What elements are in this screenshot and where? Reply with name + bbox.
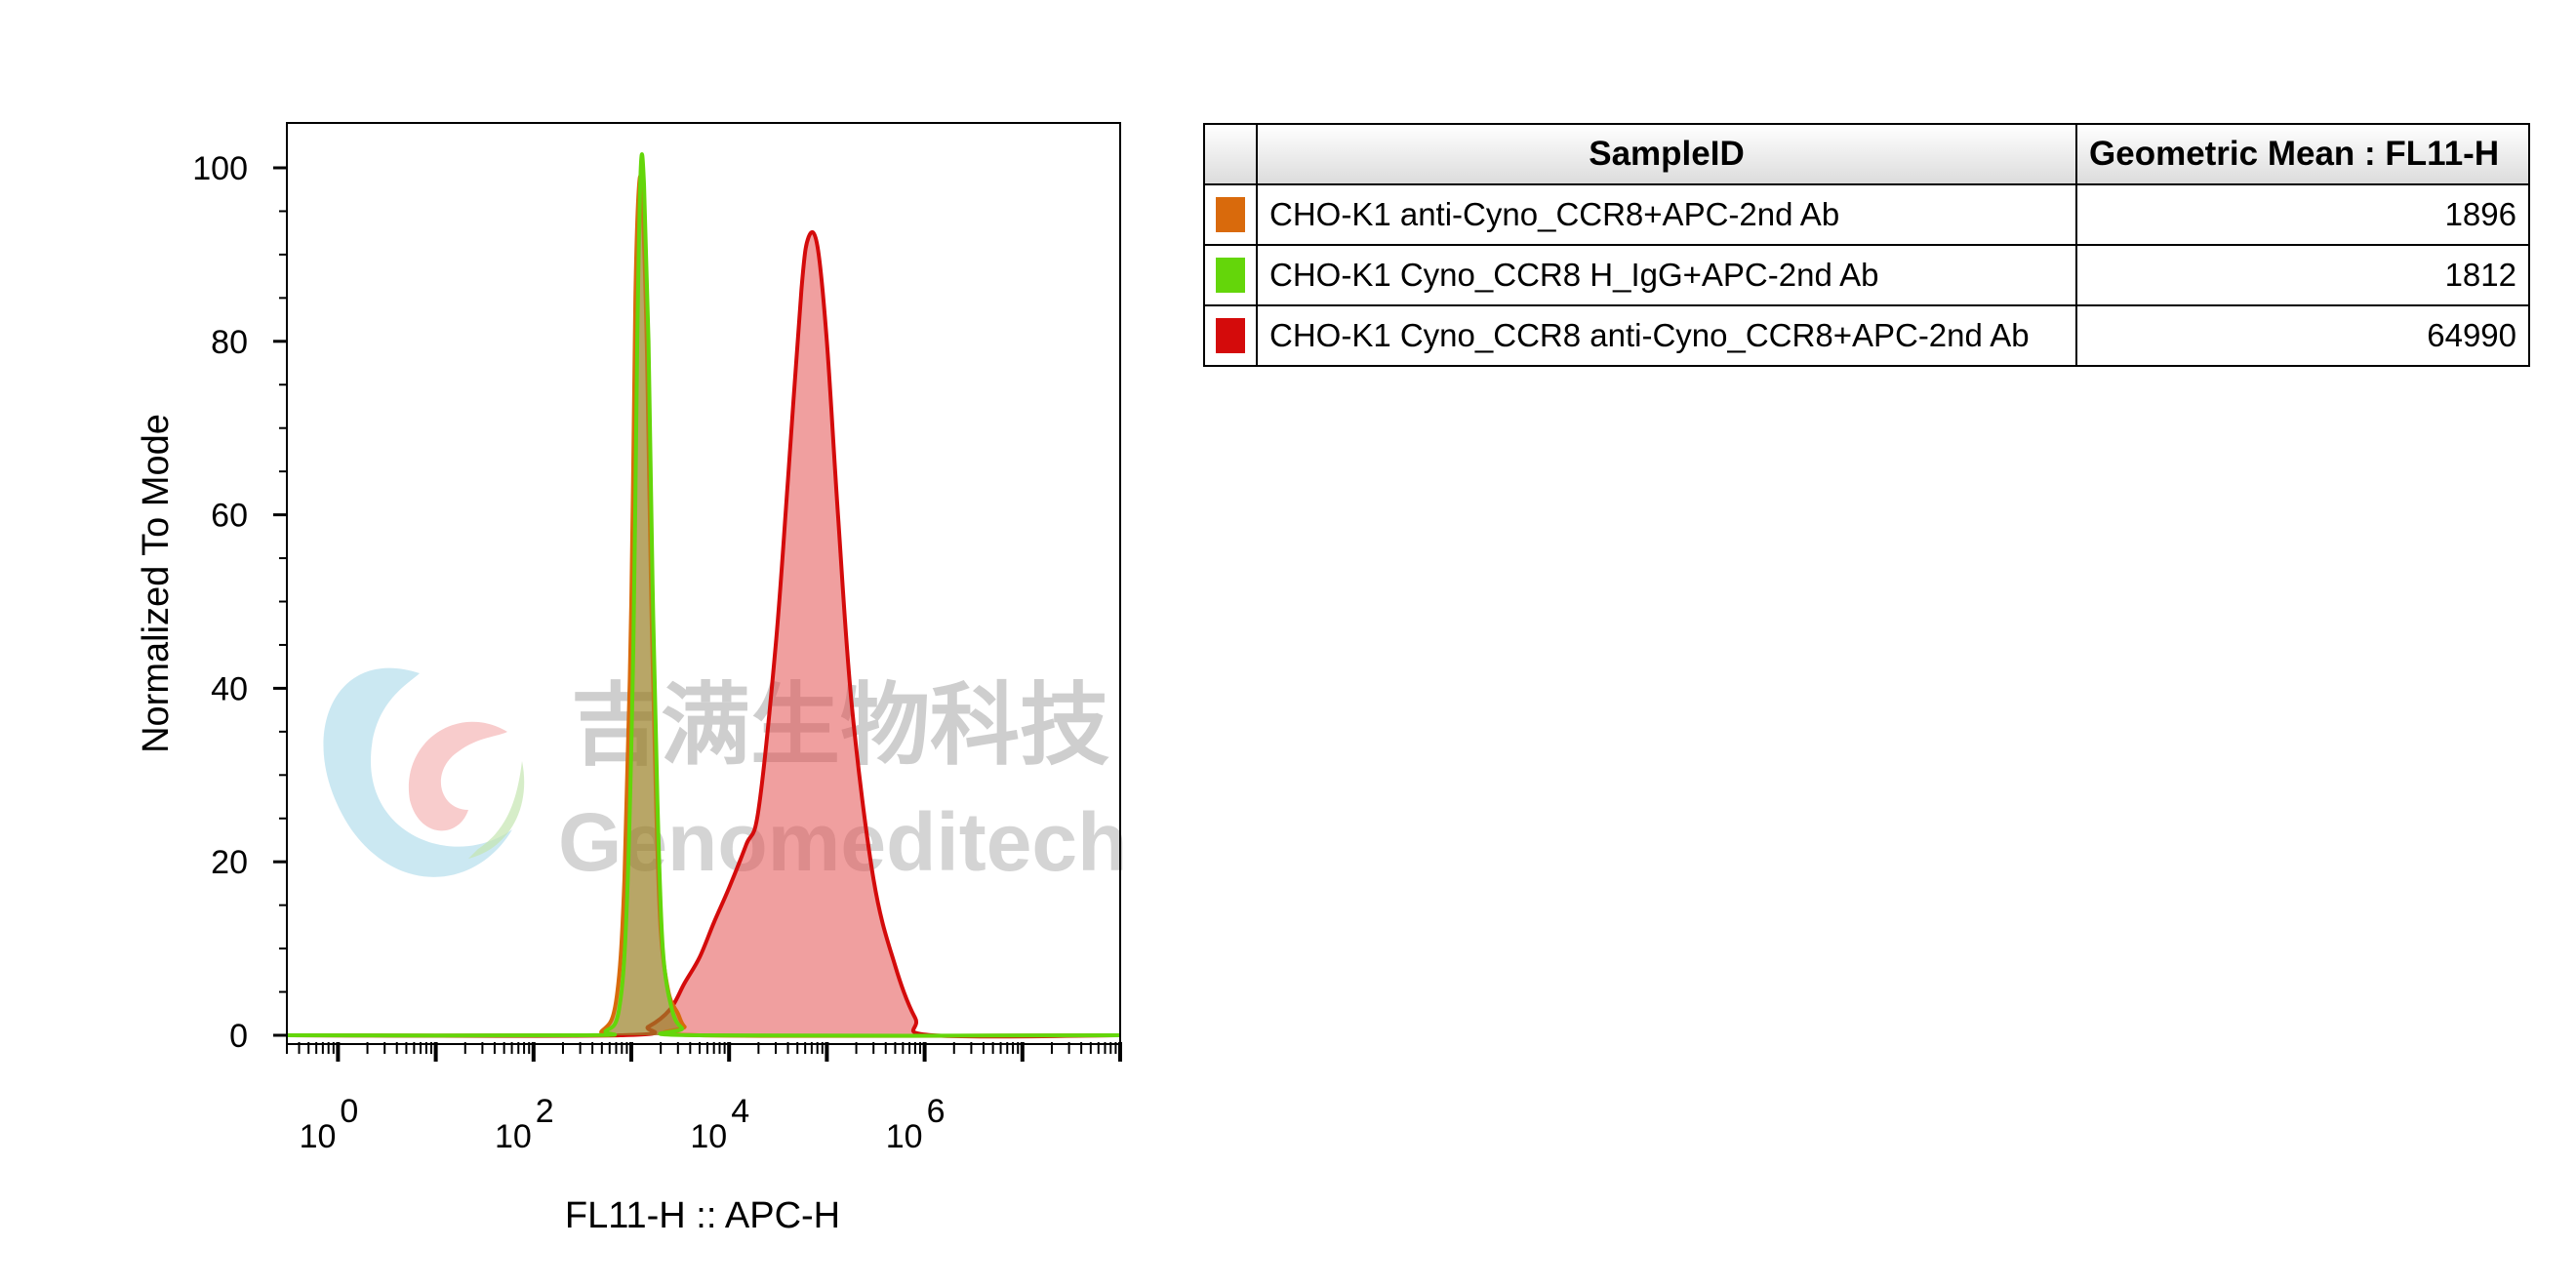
x-axis-title: FL11-H :: APC-H [565, 1195, 840, 1236]
legend-value: 1812 [2075, 244, 2530, 306]
series-area [287, 154, 1120, 1036]
x-tick-label: 10 [300, 1118, 337, 1155]
x-tick-label: 10 [495, 1118, 532, 1155]
genomeditech-logo-icon [323, 667, 525, 877]
x-tick-exponent: 6 [927, 1093, 946, 1130]
legend-header-row: SampleID Geometric Mean : FL11-H [1203, 123, 2530, 185]
legend-swatch [1216, 258, 1245, 293]
legend-sample: CHO-K1 Cyno_CCR8 anti-Cyno_CCR8+APC-2nd … [1256, 304, 2077, 367]
series-line [286, 174, 1121, 1038]
legend-sample: CHO-K1 Cyno_CCR8 H_IgG+APC-2nd Ab [1256, 244, 2077, 306]
y-axis-title: Normalized To Mode [136, 414, 177, 753]
legend-swatch [1216, 197, 1245, 232]
y-tick-label: 0 [229, 1018, 248, 1055]
plot-frame [286, 122, 1121, 1045]
legend-swatch-cell [1203, 304, 1258, 367]
watermark: 吉满生物科技 Genomeditech [323, 667, 1127, 888]
x-tick-label: 10 [690, 1118, 727, 1155]
legend-swatch [1216, 318, 1245, 353]
legend-swatch-cell [1203, 183, 1258, 246]
legend-header-swatch [1203, 123, 1258, 185]
legend-header-value: Geometric Mean : FL11-H [2075, 123, 2530, 185]
legend-row: CHO-K1 anti-Cyno_CCR8+APC-2nd Ab 1896 [1203, 183, 2530, 246]
legend-table: SampleID Geometric Mean : FL11-H CHO-K1 … [1203, 123, 2530, 367]
series-layer [286, 152, 1121, 1039]
y-axis: 0 20 40 60 80 100 [192, 150, 287, 1055]
series-area [287, 176, 1120, 1036]
x-tick-exponent: 0 [340, 1093, 358, 1130]
y-tick-label: 20 [211, 844, 248, 881]
y-tick-label: 60 [211, 498, 248, 535]
series-line [286, 152, 1121, 1038]
y-tick-label: 40 [211, 670, 248, 707]
legend-sample: CHO-K1 anti-Cyno_CCR8+APC-2nd Ab [1256, 183, 2077, 246]
legend-swatch-cell [1203, 244, 1258, 306]
legend-row: CHO-K1 Cyno_CCR8 H_IgG+APC-2nd Ab 1812 [1203, 244, 2530, 306]
legend-value: 64990 [2075, 304, 2530, 367]
series-line [286, 229, 1121, 1039]
y-tick-label: 80 [211, 324, 248, 361]
legend-row: CHO-K1 Cyno_CCR8 anti-Cyno_CCR8+APC-2nd … [1203, 304, 2530, 367]
legend-value: 1896 [2075, 183, 2530, 246]
x-tick-exponent: 2 [536, 1093, 554, 1130]
legend-header-sample: SampleID [1256, 123, 2077, 185]
y-tick-label: 100 [192, 150, 248, 187]
x-tick-label: 10 [886, 1118, 923, 1155]
x-tick-exponent: 4 [731, 1093, 749, 1130]
series-area [287, 231, 1120, 1037]
